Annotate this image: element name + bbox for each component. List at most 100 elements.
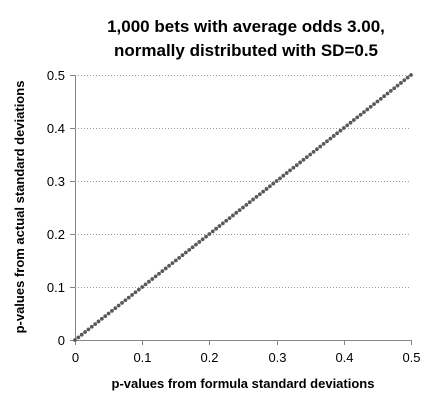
- data-point-0-24: [153, 274, 158, 279]
- data-point-0-67: [298, 160, 303, 165]
- data-point-0-36: [194, 242, 198, 247]
- x-tick-label-0: 0: [72, 350, 79, 365]
- data-point-0-23: [150, 277, 155, 281]
- data-point-0-1: [76, 335, 81, 340]
- data-point-0-27: [163, 266, 168, 271]
- data-point-0-94: [388, 89, 393, 93]
- data-point-0-49: [237, 208, 242, 213]
- data-point-0-39: [204, 234, 208, 239]
- data-point-0-75: [325, 139, 329, 144]
- data-point-0-8: [99, 316, 104, 321]
- data-point-0-40: [207, 232, 212, 236]
- data-point-0-100: [409, 73, 413, 77]
- data-point-0-55: [257, 192, 262, 197]
- data-point-0-19: [136, 287, 141, 292]
- data-point-0-87: [365, 107, 370, 112]
- data-point-0-86: [362, 110, 366, 114]
- data-point-0-79: [338, 128, 343, 133]
- chart-title-line-1: 1,000 bets with average odds 3.00,: [107, 17, 385, 36]
- data-point-0-3: [83, 330, 87, 334]
- data-point-0-34: [187, 248, 192, 252]
- data-point-0-69: [304, 155, 309, 160]
- data-point-0-37: [197, 240, 202, 244]
- data-point-0-42: [214, 226, 219, 231]
- axes: [70, 75, 412, 345]
- data-point-0-45: [224, 218, 229, 223]
- data-point-0-98: [402, 78, 407, 83]
- data-point-0-80: [341, 126, 346, 130]
- data-point-0-33: [183, 250, 188, 255]
- y-tick-label-2: 0.2: [47, 227, 65, 242]
- x-tick-label-5: 0.5: [402, 350, 420, 365]
- data-point-0-83: [351, 118, 356, 122]
- data-point-0-81: [345, 123, 350, 128]
- data-point-0-14: [120, 301, 124, 305]
- data-point-0-66: [294, 163, 299, 168]
- data-point-0-31: [177, 255, 182, 260]
- data-point-0-48: [234, 210, 239, 215]
- data-point-0-35: [190, 245, 195, 250]
- data-point-0-20: [140, 285, 145, 289]
- x-tick-label-2: 0.2: [200, 350, 218, 365]
- data-point-0-97: [399, 81, 403, 85]
- y-tick-label-5: 0.5: [47, 68, 65, 83]
- data-point-0-28: [167, 263, 171, 268]
- data-point-0-32: [180, 253, 185, 258]
- data-point-0-26: [160, 269, 165, 273]
- data-point-0-43: [217, 224, 222, 228]
- data-point-0-64: [288, 168, 292, 173]
- x-axis-label: p-values from formula standard deviation…: [112, 376, 375, 391]
- data-point-0-30: [173, 258, 178, 263]
- data-point-0-78: [335, 131, 339, 136]
- data-point-0-21: [143, 282, 148, 287]
- gridlines: [75, 75, 411, 288]
- data-point-0-59: [271, 181, 276, 186]
- data-point-0-77: [331, 134, 336, 138]
- data-point-0-22: [147, 279, 151, 284]
- data-point-0-96: [395, 83, 400, 88]
- data-point-0-7: [96, 319, 101, 324]
- data-point-0-6: [93, 322, 98, 326]
- data-point-0-91: [378, 96, 383, 101]
- x-tick-label-1: 0.1: [133, 350, 151, 365]
- y-tick-label-3: 0.3: [47, 174, 65, 189]
- data-point-0-56: [261, 189, 266, 194]
- data-point-0-41: [210, 229, 215, 234]
- data-point-0-88: [368, 104, 373, 109]
- data-point-0-18: [133, 290, 138, 295]
- data-point-0-62: [281, 173, 286, 178]
- data-point-0-2: [79, 332, 84, 337]
- data-point-0-38: [200, 237, 205, 242]
- y-tick-label-0: 0: [58, 333, 65, 348]
- y-tick-label-1: 0.1: [47, 280, 65, 295]
- data-point-0-68: [301, 157, 306, 162]
- data-point-0-11: [110, 308, 114, 313]
- data-point-0-53: [251, 197, 255, 202]
- data-point-0-89: [372, 102, 376, 107]
- data-point-0-0: [73, 338, 77, 342]
- data-point-0-44: [220, 221, 225, 226]
- data-point-0-9: [103, 314, 108, 319]
- data-point-0-54: [254, 195, 259, 199]
- data-point-0-47: [231, 213, 235, 218]
- data-point-0-17: [130, 293, 135, 297]
- data-point-0-5: [89, 324, 94, 329]
- data-point-0-58: [267, 184, 272, 189]
- data-point-0-52: [247, 200, 252, 205]
- data-point-0-51: [244, 202, 249, 207]
- tick-labels: 0 0.1 0.2 0.3 0.4 0.5 0 0.1 0.2 0.3 0.4 0.5: [47, 68, 421, 365]
- data-point-0-63: [284, 171, 289, 175]
- data-point-0-71: [311, 149, 316, 154]
- data-point-0-76: [328, 136, 333, 141]
- data-point-0-95: [392, 86, 397, 91]
- data-point-0-60: [274, 179, 279, 183]
- data-point-0-46: [227, 216, 232, 221]
- data-point-0-13: [116, 303, 121, 308]
- x-tick-label-3: 0.3: [268, 350, 286, 365]
- data-points: [73, 73, 413, 342]
- data-point-0-16: [126, 295, 131, 300]
- data-point-0-74: [321, 142, 326, 146]
- data-point-0-15: [123, 298, 128, 303]
- data-point-0-72: [315, 147, 319, 152]
